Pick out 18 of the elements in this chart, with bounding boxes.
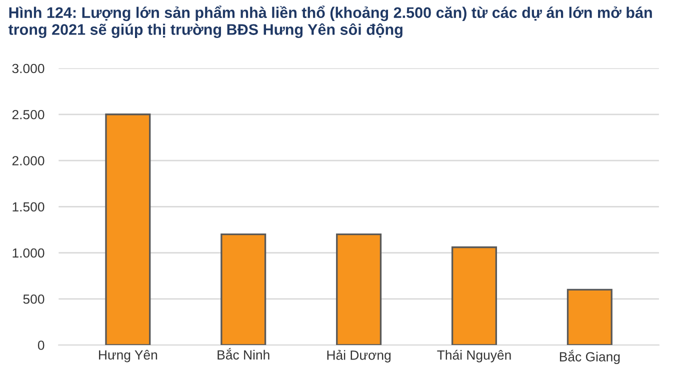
x-tick-label: Bắc Ninh bbox=[218, 348, 270, 360]
x-tick-label: Hải Dương bbox=[327, 350, 391, 362]
bar bbox=[566, 288, 612, 346]
x-tick-label: Bắc Giang bbox=[560, 350, 620, 364]
x-tick-label: Thái Nguyên bbox=[437, 350, 511, 362]
y-tick-label: 1.500 bbox=[12, 202, 44, 212]
y-tick-label: 1.000 bbox=[12, 248, 44, 258]
y-tick-label: 2.000 bbox=[12, 156, 44, 166]
chart-title: Hình 124: Lượng lớn sản phẩm nhà liền thổ (khoảng 2.500 căn) từ các dự án lớn mở bán trong 2021 sẽ giúp thị trường BĐS Hưng Yên sôi động bbox=[8, 6, 652, 38]
x-tick-label: Hưng Yên bbox=[99, 350, 158, 362]
bar bbox=[451, 246, 498, 346]
bar bbox=[220, 233, 266, 346]
y-tick-label: 0 bbox=[38, 340, 44, 350]
y-tick-label: 3.000 bbox=[12, 64, 44, 74]
y-tick-label: 2.500 bbox=[12, 110, 44, 120]
y-tick-label: 500 bbox=[23, 294, 44, 304]
bar bbox=[105, 114, 151, 346]
bar bbox=[336, 233, 382, 346]
